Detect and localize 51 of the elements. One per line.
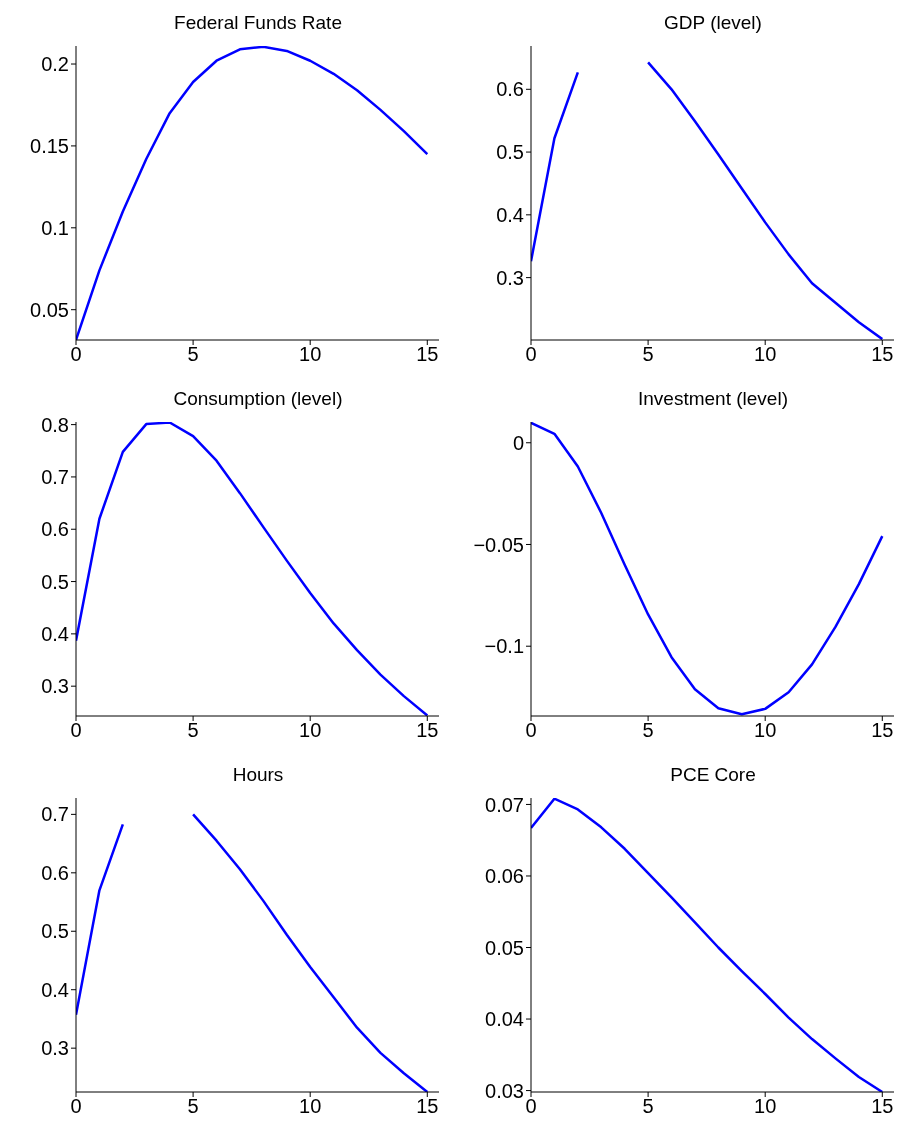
- y-tick-label: 0.5: [41, 920, 69, 943]
- y-tick-label: 0.15: [30, 135, 69, 158]
- x-tick-label: 5: [642, 1095, 654, 1118]
- y-tick-label: 0.6: [496, 78, 524, 101]
- y-tick-label: 0.4: [41, 622, 69, 645]
- y-tick-label: 0.05: [30, 298, 69, 321]
- x-tick-label: 15: [871, 343, 894, 366]
- y-tick-label: 0.4: [41, 978, 69, 1001]
- x-tick-label: 15: [416, 719, 439, 742]
- y-tick-label: 0.7: [41, 466, 69, 489]
- x-tick-label: 5: [642, 343, 654, 366]
- x-tick-label: 10: [754, 1095, 777, 1118]
- y-tick-label: 0.3: [41, 675, 69, 698]
- x-tick-label: 5: [642, 719, 654, 742]
- y-tick-label: 0.07: [485, 793, 524, 816]
- y-tick-label: 0.6: [41, 861, 69, 884]
- x-tick-label: 10: [754, 343, 777, 366]
- y-tick-label: 0.1: [41, 216, 69, 239]
- x-tick-label: 15: [871, 1095, 894, 1118]
- x-tick-label: 10: [299, 1095, 322, 1118]
- y-tick-label: 0.5: [41, 570, 69, 593]
- chart-title: Hours: [231, 763, 285, 787]
- chart-title: PCE Core: [669, 763, 757, 787]
- y-tick-label: 0.8: [41, 413, 69, 436]
- y-tick-label: −0.05: [473, 533, 524, 556]
- x-tick-label: 5: [187, 719, 199, 742]
- chart-title: Investment (level): [637, 387, 789, 411]
- chart-title: Federal Funds Rate: [173, 11, 343, 35]
- x-tick-label: 10: [754, 719, 777, 742]
- x-tick-label: 5: [187, 343, 199, 366]
- y-tick-label: 0.06: [485, 865, 524, 888]
- x-tick-label: 10: [299, 719, 322, 742]
- x-tick-label: 15: [416, 1095, 439, 1118]
- x-tick-label: 15: [871, 719, 894, 742]
- y-tick-label: 0.3: [41, 1037, 69, 1060]
- x-tick-label: 10: [299, 343, 322, 366]
- chart-title: Consumption (level): [172, 387, 344, 411]
- y-tick-label: 0.03: [485, 1079, 524, 1102]
- y-tick-label: 0.3: [496, 266, 524, 289]
- y-tick-label: 0: [512, 431, 524, 454]
- y-tick-label: 0.2: [41, 53, 69, 76]
- y-tick-label: 0.7: [41, 803, 69, 826]
- chart-title: GDP (level): [663, 11, 763, 35]
- y-tick-label: 0.04: [485, 1008, 524, 1031]
- y-tick-label: 0.4: [496, 203, 524, 226]
- y-tick-label: −0.1: [484, 635, 524, 658]
- y-tick-label: 0.5: [496, 141, 524, 164]
- y-tick-label: 0.05: [485, 936, 524, 959]
- x-tick-label: 5: [187, 1095, 199, 1118]
- y-tick-label: 0.6: [41, 518, 69, 541]
- x-tick-label: 15: [416, 343, 439, 366]
